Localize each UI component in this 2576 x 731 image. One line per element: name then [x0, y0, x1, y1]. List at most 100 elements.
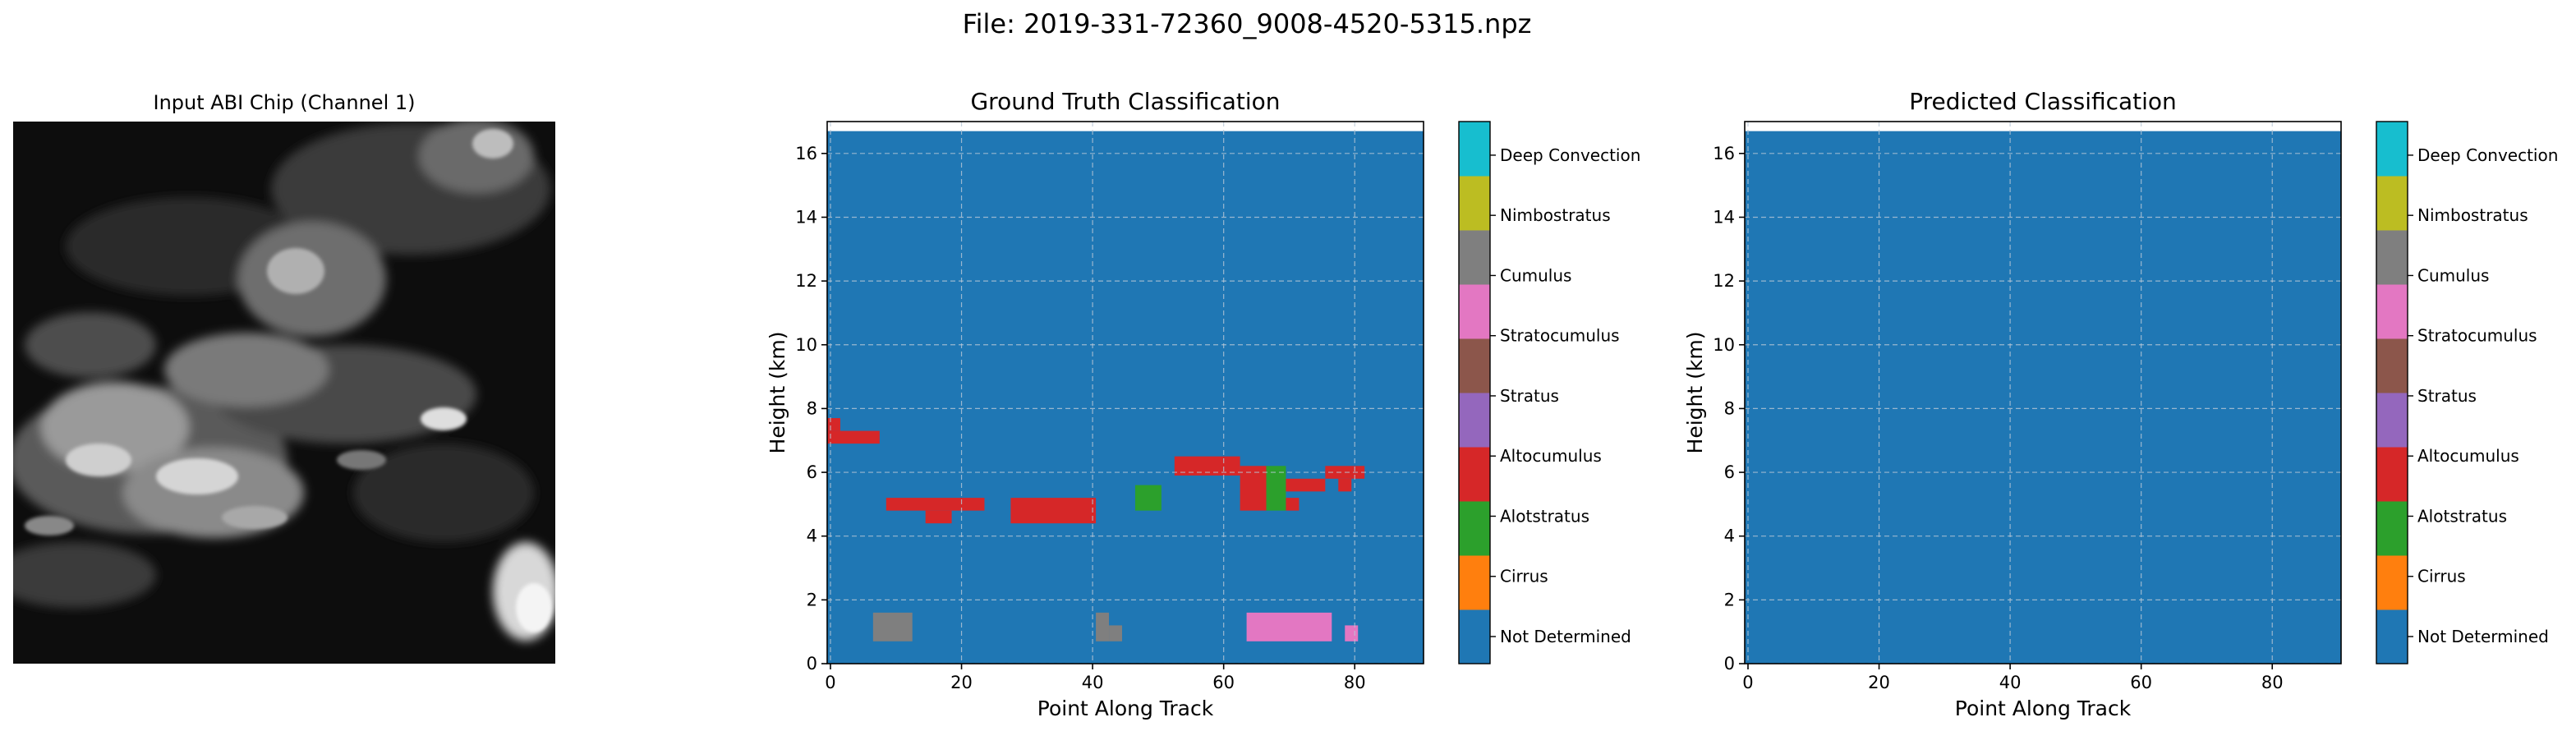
- predicted-colorbar-segment: [2376, 501, 2408, 556]
- predicted-xtick-label: 80: [2261, 673, 2284, 692]
- ground-truth-cell-16: [1246, 612, 1332, 641]
- predicted-ytick-label: 12: [1713, 271, 1735, 291]
- abi-image-panel: Input ABI Chip (Channel 1): [13, 91, 555, 664]
- ground-truth-ytick-label: 2: [807, 590, 817, 609]
- predicted-colorbar-label: Altocumulus: [2417, 446, 2519, 466]
- ground-truth-cell-7: [1240, 466, 1267, 511]
- predicted-ytick-label: 8: [1724, 398, 1735, 418]
- predicted-xtick-label: 20: [1868, 673, 1890, 692]
- predicted-colorbar-label: Cumulus: [2417, 265, 2489, 285]
- ground-truth-colorbar-label: Deep Convection: [1500, 145, 1640, 165]
- predicted-colorbar-segment: [2376, 230, 2408, 285]
- ground-truth-xtick-label: 80: [1344, 673, 1366, 692]
- ground-truth-colorbar-segment: [1459, 555, 1490, 610]
- predicted-colorbar-label: Stratocumulus: [2417, 326, 2537, 346]
- ground-truth-colorbar-label: Stratus: [1500, 386, 1559, 406]
- ground-truth-cell-2: [886, 498, 985, 511]
- predicted-colorbar-segment: [2376, 338, 2408, 393]
- ground-truth-ytick-label: 10: [795, 335, 817, 355]
- predicted-xlabel: Point Along Track: [1955, 697, 2132, 720]
- abi-chip-image: [13, 122, 555, 664]
- ground-truth-colorbar-label: Alotstratus: [1500, 506, 1589, 526]
- abi-image-title: Input ABI Chip (Channel 1): [153, 91, 415, 114]
- predicted-colorbar-segment: [2376, 555, 2408, 610]
- ground-truth-cell-4: [1010, 498, 1097, 524]
- predicted-colorbar-segment: [2376, 393, 2408, 448]
- ground-truth-cell-0: [827, 430, 880, 444]
- predicted-colorbar-segment: [2376, 122, 2408, 177]
- ground-truth-colorbar-segment: [1459, 501, 1490, 556]
- ground-truth-cell-17: [1345, 625, 1359, 641]
- ground-truth-ylabel: Height (km): [766, 332, 789, 454]
- predicted-title: Predicted Classification: [1909, 88, 2177, 115]
- ground-truth-colorbar-label: Stratocumulus: [1500, 326, 1620, 346]
- predicted-xtick-label: 40: [1999, 673, 2022, 692]
- ground-truth-cell-8: [1266, 466, 1286, 511]
- ground-truth-cell-15: [1109, 625, 1123, 641]
- ground-truth-cell-3: [925, 510, 952, 524]
- ground-truth-ytick-label: 12: [795, 271, 817, 291]
- predicted-ytick-label: 10: [1713, 335, 1735, 355]
- predicted-ytick-label: 2: [1724, 590, 1735, 609]
- ground-truth-colorbar-label: Altocumulus: [1500, 446, 1602, 466]
- ground-truth-xlabel: Point Along Track: [1037, 697, 1214, 720]
- ground-truth-colorbar-segment: [1459, 122, 1490, 177]
- predicted-colorbar-label: Not Determined: [2417, 627, 2549, 646]
- predicted-ytick-label: 16: [1713, 144, 1735, 163]
- predicted-colorbar-label: Deep Convection: [2417, 145, 2558, 165]
- ground-truth-colorbar-frame: [1458, 121, 1491, 664]
- predicted-colorbar: Not Determined Cirrus Alotstratus Altocumul…: [2376, 121, 2558, 664]
- ground-truth-colorbar-label: Nimbostratus: [1500, 205, 1611, 225]
- predicted-panel: 0 20 40 60 80 0 2 4 6 8 10 12 14 16 Predicted Classifi…: [1683, 88, 2558, 720]
- predicted-colorbar-label: Nimbostratus: [2417, 205, 2528, 225]
- ground-truth-colorbar-segment: [1459, 609, 1490, 664]
- ground-truth-title: Ground Truth Classification: [970, 88, 1280, 115]
- predicted-axes-frame: [1744, 121, 2342, 664]
- ground-truth-colorbar-segment: [1459, 284, 1490, 339]
- ground-truth-cell-1: [827, 418, 840, 431]
- predicted-colorbar-label: Alotstratus: [2417, 506, 2507, 526]
- predicted-colorbar-segment: [2376, 176, 2408, 231]
- predicted-colorbar-frame: [2376, 121, 2408, 664]
- ground-truth-colorbar-segment: [1459, 338, 1490, 393]
- predicted-colorbar-segment: [2376, 284, 2408, 339]
- ground-truth-cell-14: [1096, 612, 1110, 641]
- ground-truth-cell-12: [1338, 478, 1352, 492]
- ground-truth-cell-5: [1134, 485, 1162, 511]
- ground-truth-background-cells: [827, 131, 1424, 664]
- ground-truth-colorbar-segment: [1459, 230, 1490, 285]
- ground-truth-axes-frame: [826, 121, 1424, 664]
- ground-truth-ytick-label: 14: [795, 207, 817, 227]
- predicted-colorbar-label: Stratus: [2417, 386, 2477, 406]
- ground-truth-ytick-label: 8: [807, 398, 817, 418]
- ground-truth-cell-9: [1286, 498, 1300, 511]
- predicted-xtick-label: 0: [1742, 673, 1753, 692]
- predicted-ytick-label: 4: [1724, 526, 1735, 546]
- figure-suptitle: File: 2019-331-72360_9008-4520-5315.npz: [963, 8, 1532, 39]
- ground-truth-panel: 0 20 40 60 80 0 2 4 6 8 10 12 14 16 Ground Truth Class…: [766, 88, 1640, 720]
- predicted-ytick-label: 6: [1724, 462, 1735, 482]
- ground-truth-xtick-label: 60: [1212, 673, 1235, 692]
- ground-truth-cell-10: [1286, 478, 1326, 492]
- ground-truth-ytick-label: 4: [807, 526, 817, 546]
- predicted-xtick-label: 60: [2130, 673, 2152, 692]
- ground-truth-cell-13: [872, 612, 913, 641]
- ground-truth-colorbar-segment: [1459, 176, 1490, 231]
- ground-truth-colorbar-label: Not Determined: [1500, 627, 1631, 646]
- ground-truth-xtick-label: 40: [1082, 673, 1104, 692]
- ground-truth-colorbar: Not Determined Cirrus Alotstratus Altocumul…: [1458, 121, 1640, 664]
- ground-truth-colorbar-label: Cirrus: [1500, 567, 1548, 586]
- predicted-colorbar-segment: [2376, 447, 2408, 502]
- ground-truth-colorbar-segment: [1459, 393, 1490, 448]
- ground-truth-xtick-label: 20: [950, 673, 973, 692]
- predicted-colorbar-label: Cirrus: [2417, 567, 2466, 586]
- ground-truth-colorbar-label: Cumulus: [1500, 265, 1571, 285]
- predicted-background-cells: [1745, 131, 2341, 664]
- predicted-ytick-label: 0: [1724, 654, 1735, 674]
- ground-truth-colorbar-segment: [1459, 447, 1490, 502]
- predicted-colorbar-segment: [2376, 609, 2408, 664]
- ground-truth-ytick-label: 16: [795, 144, 817, 163]
- ground-truth-ytick-label: 0: [807, 654, 817, 674]
- predicted-ytick-label: 14: [1713, 207, 1735, 227]
